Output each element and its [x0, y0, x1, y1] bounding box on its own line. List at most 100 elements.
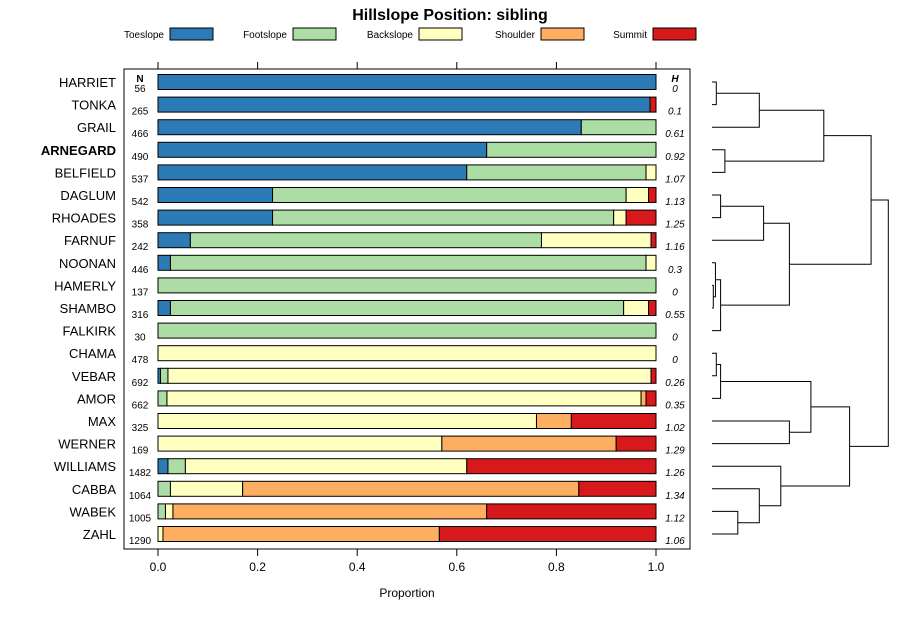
bar-segment-wabek-shoulder: [172, 503, 488, 520]
row-name-falkirk: FALKIRK: [63, 324, 117, 339]
legend-swatch-shoulder: [540, 27, 585, 41]
bar-segment-cabba-summit: [578, 480, 657, 497]
legend: Toeslope Footslope Backslope Shoulder Summit: [124, 27, 697, 41]
row-name-arnegard: ARNEGARD: [41, 143, 116, 158]
bar-segment-cabba-footslope: [157, 480, 171, 497]
bar-segment-cabba-shoulder: [242, 480, 580, 497]
dendrogram-link-14: [720, 380, 812, 433]
bar-segment-max-summit: [570, 413, 657, 429]
row-n-chama: 478: [132, 355, 149, 366]
row-name-shambo: SHAMBO: [60, 301, 116, 316]
row-n-max: 325: [132, 423, 149, 434]
row-name-harriet: HARRIET: [59, 75, 116, 90]
bar-segment-wabek-backslope: [164, 503, 174, 520]
bar-segment-wabek-footslope: [157, 503, 166, 520]
row-labels: HARRIET 56 0 TONKA 265 0.1 GRAIL 466 0.61 ARNEGAR…: [41, 75, 685, 547]
row-h-chama: 0: [672, 355, 678, 366]
row-name-werner: WERNER: [58, 437, 116, 452]
bar-segment-belfield-backslope: [645, 164, 657, 181]
bar-segment-amor-footslope: [157, 390, 168, 407]
bar-segment-daglum-footslope: [272, 187, 627, 203]
row-h-farnuf: 1.16: [665, 242, 685, 253]
row-h-max: 1.02: [665, 423, 685, 434]
row-name-amor: AMOR: [77, 391, 116, 406]
row-n-hamerly: 137: [132, 287, 149, 298]
bar-segment-shambo-summit: [648, 300, 657, 316]
row-h-belfield: 1.07: [665, 174, 685, 185]
row-name-zahl: ZAHL: [83, 527, 116, 542]
bar-segment-max-backslope: [157, 413, 537, 429]
row-h-falkirk: 0: [672, 333, 678, 344]
bar-segment-belfield-footslope: [466, 164, 647, 181]
bar-segment-arnegard-toeslope: [157, 141, 488, 158]
row-h-vebar: 0.26: [665, 378, 685, 389]
row-name-belfield: BELFIELD: [55, 165, 116, 180]
bar-segment-cabba-backslope: [169, 480, 244, 497]
legend-swatch-toeslope: [169, 27, 214, 41]
row-n-shambo: 316: [132, 310, 149, 321]
row-name-chama: CHAMA: [69, 346, 116, 361]
legend-label-summit: Summit: [613, 30, 647, 41]
bar-segment-werner-summit: [615, 435, 657, 452]
bar-segment-daglum-summit: [648, 187, 657, 203]
bar-segment-amor-summit: [645, 390, 657, 407]
row-n-wabek: 1005: [129, 513, 152, 524]
bar-segment-rhoades-footslope: [272, 209, 615, 226]
row-n-cabba: 1064: [129, 491, 152, 502]
bar-segment-zahl-backslope: [157, 526, 164, 542]
bar-segment-farnuf-summit: [650, 232, 657, 249]
bar-segment-arnegard-footslope: [486, 141, 657, 158]
bar-segment-falkirk-footslope: [157, 322, 657, 339]
dendrogram-link-5: [712, 205, 765, 241]
bar-segment-hamerly-footslope: [157, 277, 657, 294]
dendrogram-link-3: [724, 109, 825, 162]
bar-segment-farnuf-toeslope: [157, 232, 191, 249]
x-axis: 0.0 0.2 0.4 0.6 0.8 1.0: [150, 62, 665, 574]
bar-segment-daglum-toeslope: [157, 187, 274, 203]
bar-segment-williams-toeslope: [157, 458, 169, 475]
bar-segment-belfield-toeslope: [157, 164, 468, 181]
legend-swatch-footslope: [292, 27, 337, 41]
row-n-williams: 1482: [129, 468, 152, 479]
bar-segment-zahl-summit: [438, 526, 657, 542]
legend-label-footslope: Footslope: [243, 30, 287, 41]
row-n-daglum: 542: [132, 197, 149, 208]
bar-segment-tonka-toeslope: [157, 96, 651, 113]
dendrogram-link-1: [712, 92, 760, 128]
bar-segment-shambo-backslope: [623, 300, 650, 316]
dendrogram-link-13: [712, 420, 790, 445]
legend-swatch-summit: [652, 27, 697, 41]
row-h-amor: 0.35: [665, 400, 685, 411]
row-name-wabek: WABEK: [70, 504, 117, 519]
row-n-belfield: 537: [132, 174, 149, 185]
x-tick-label-3: 0.6: [448, 560, 465, 574]
bar-segment-williams-footslope: [167, 458, 186, 475]
bar-segment-williams-summit: [466, 458, 657, 475]
row-h-grail: 0.61: [665, 129, 684, 140]
row-h-werner: 1.29: [665, 446, 685, 457]
bar-segment-shambo-toeslope: [157, 300, 171, 316]
bar-segment-rhoades-summit: [625, 209, 657, 226]
row-h-noonan: 0.3: [668, 265, 682, 276]
row-name-rhoades: RHOADES: [52, 211, 117, 226]
bar-segment-farnuf-backslope: [540, 232, 652, 249]
bar-segment-grail-footslope: [580, 119, 657, 136]
bar-segment-werner-backslope: [157, 435, 443, 452]
bar-segment-wabek-summit: [486, 503, 657, 520]
row-h-hamerly: 0: [672, 287, 678, 298]
row-name-farnuf: FARNUF: [64, 233, 116, 248]
row-n-vebar: 692: [132, 378, 149, 389]
row-n-tonka: 265: [132, 107, 149, 118]
row-name-cabba: CABBA: [72, 482, 116, 497]
dendrogram-link-2: [712, 149, 726, 173]
dendrogram-link-19: [849, 199, 889, 447]
row-name-williams: WILLIAMS: [54, 459, 116, 474]
dendrogram-link-15: [712, 510, 739, 535]
bar-segment-noonan-toeslope: [157, 254, 171, 271]
bar-segment-grail-toeslope: [157, 119, 582, 136]
dendrogram-link-4: [712, 194, 722, 219]
row-h-cabba: 1.34: [665, 491, 685, 502]
bar-segment-noonan-footslope: [169, 254, 647, 271]
dendrogram-link-11: [712, 352, 717, 377]
